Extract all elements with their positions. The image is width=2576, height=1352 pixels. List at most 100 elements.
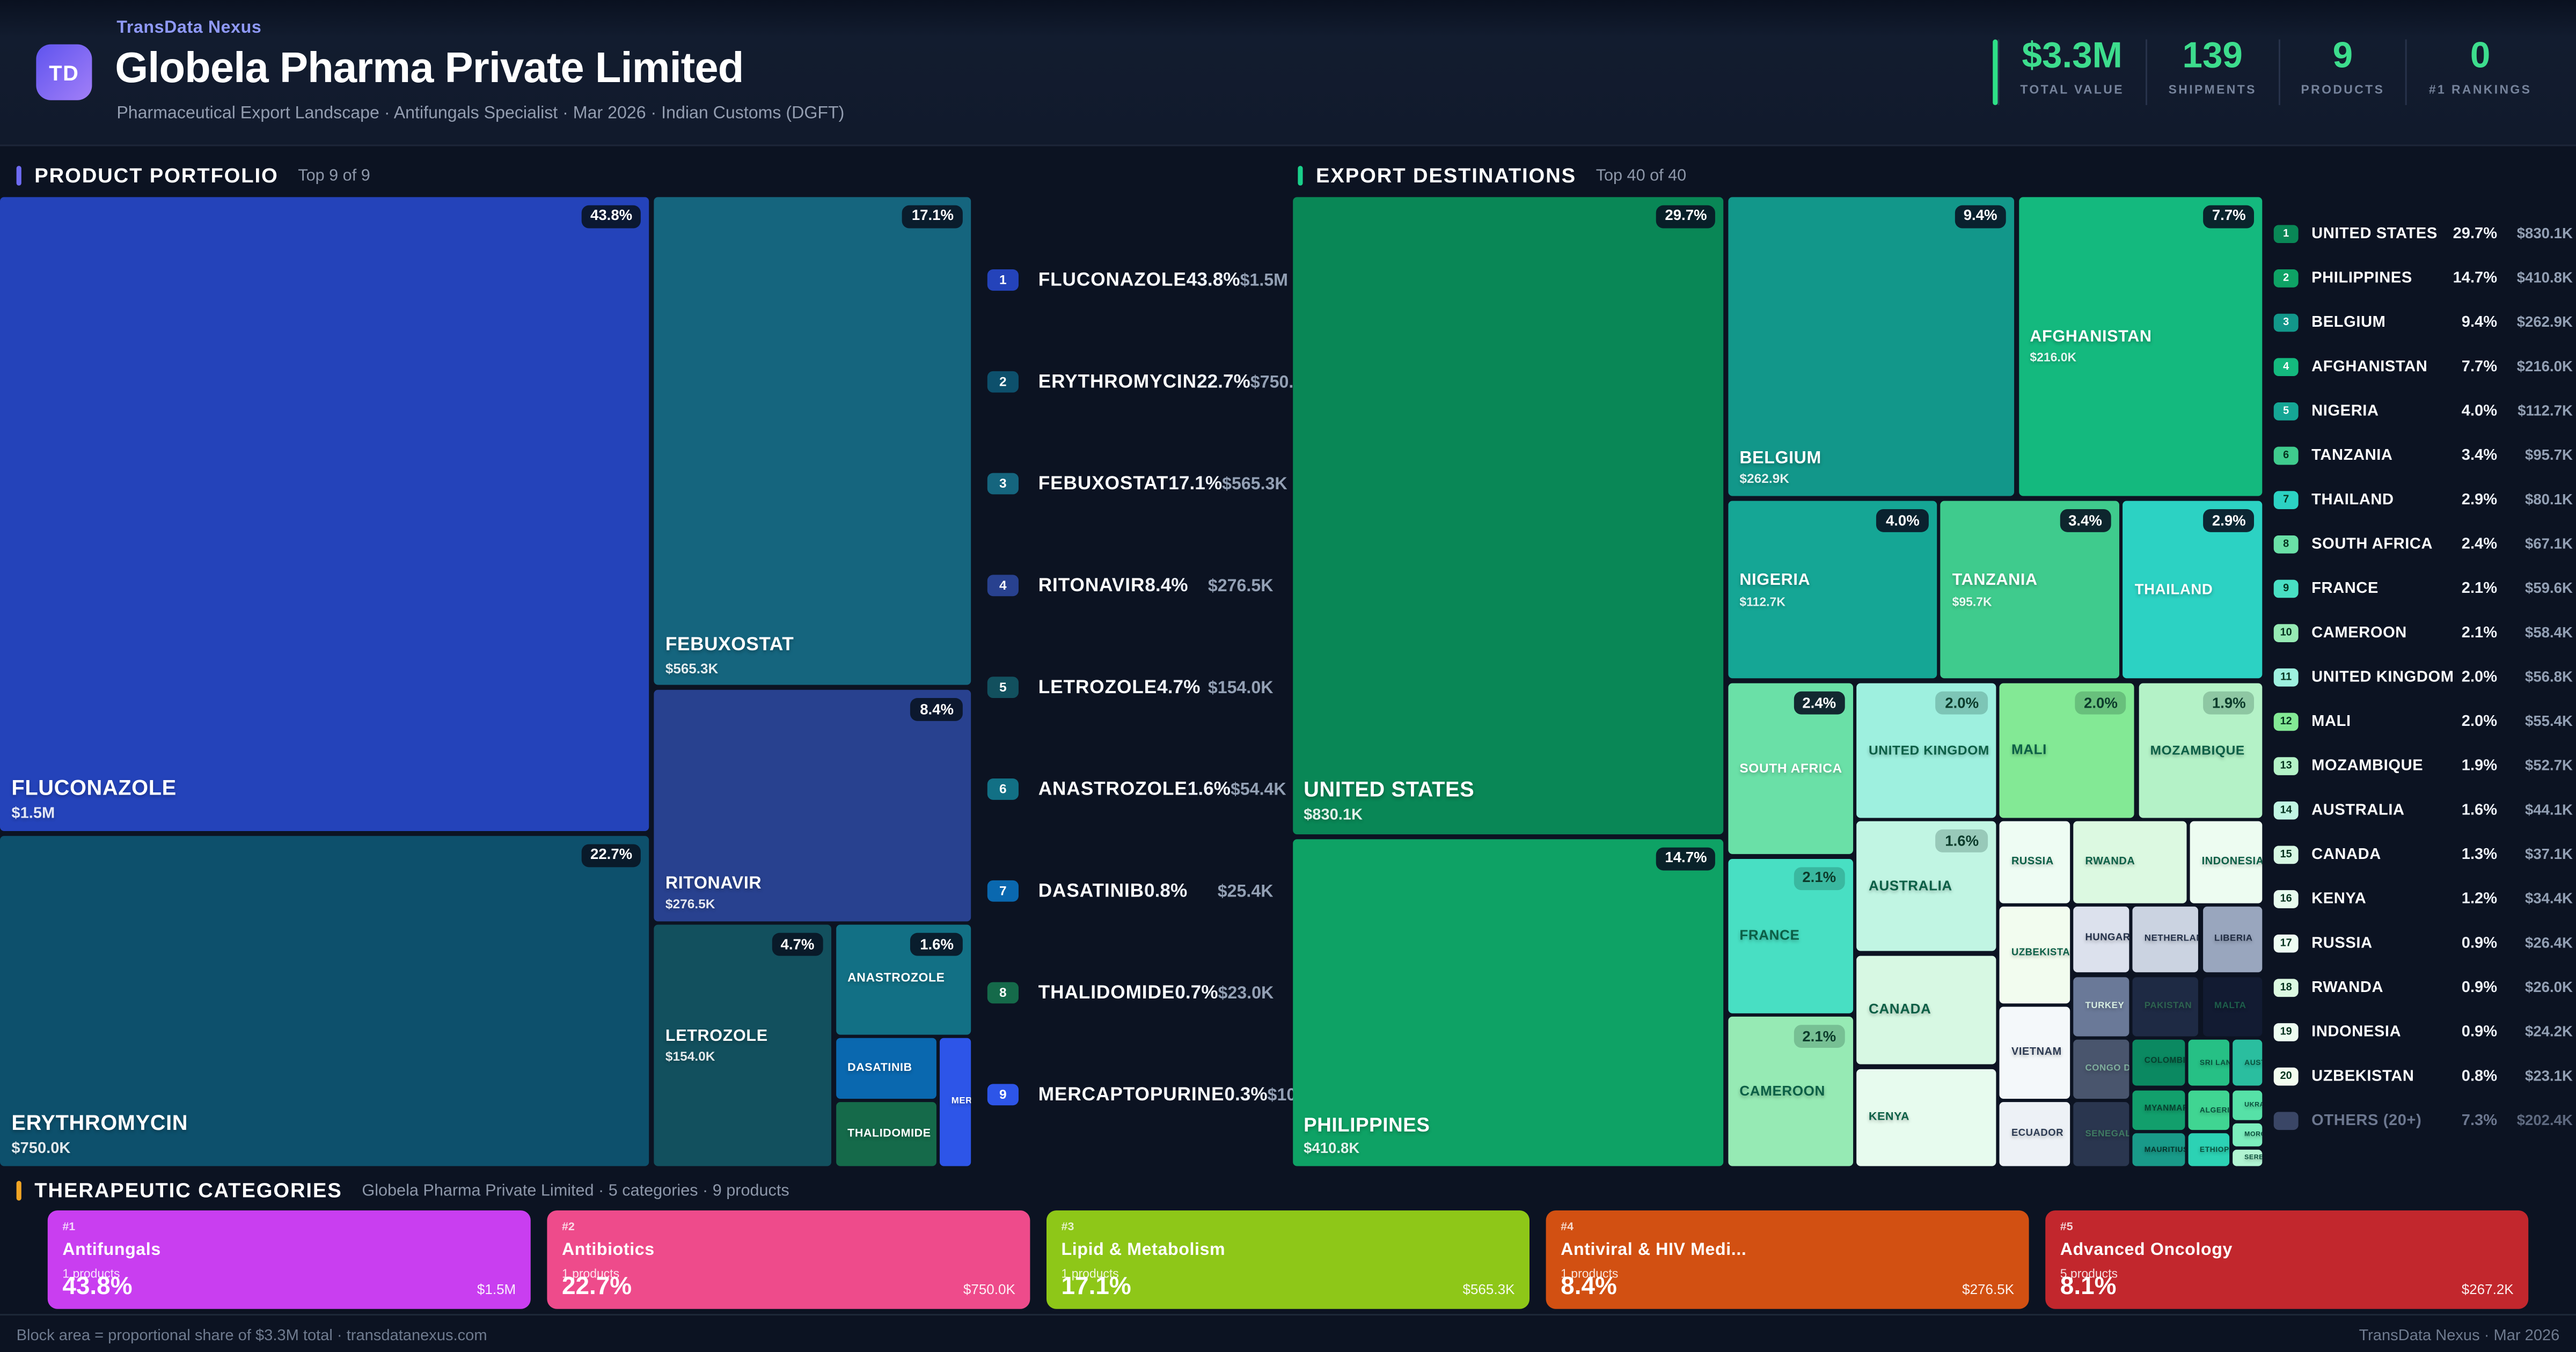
- share-badge: 43.8%: [581, 204, 642, 227]
- treemap-block-nigeria[interactable]: 4.0% NIGERIA $112.7K: [1728, 501, 1937, 679]
- list-row-south-africa[interactable]: 8 SOUTH AFRICA 2.4% $67.1K: [2267, 521, 2576, 566]
- treemap-block-fluconazole[interactable]: 43.8% FLUCONAZOLE $1.5M: [0, 196, 650, 831]
- list-row-cameroon[interactable]: 10 CAMEROON 2.1% $58.4K: [2267, 610, 2576, 655]
- treemap-block-rwanda[interactable]: RWANDA: [2074, 821, 2186, 903]
- row-share: 7.7%: [2461, 357, 2498, 376]
- treemap-block-algeria[interactable]: ALGERIA: [2188, 1090, 2229, 1130]
- treemap-block-ethiopia[interactable]: ETHIOPIA: [2188, 1134, 2229, 1167]
- treemap-block-colombia[interactable]: COLOMBIA: [2133, 1039, 2185, 1086]
- list-row-fluconazole[interactable]: 1 FLUCONAZOLE 43.8% $1.5M: [976, 229, 1288, 331]
- treemap-block-netherlands[interactable]: NETHERLANDS: [2133, 907, 2199, 973]
- treemap-block-sri-lanka[interactable]: SRI LANKA: [2188, 1039, 2229, 1086]
- list-row-others-20[interactable]: OTHERS (20+) 7.3% $202.4K: [2267, 1098, 2576, 1142]
- share-badge: 2.9%: [2203, 509, 2255, 533]
- list-row-ritonavir[interactable]: 4 RITONAVIR 8.4% $276.5K: [976, 534, 1283, 636]
- treemap-block-mali[interactable]: 2.0% MALI: [2000, 683, 2135, 818]
- list-row-indonesia[interactable]: 19 INDONESIA 0.9% $24.2K: [2267, 1009, 2576, 1054]
- treemap-block-malta[interactable]: MALTA: [2202, 976, 2263, 1036]
- treemap-block-turkey[interactable]: TURKEY: [2074, 976, 2129, 1036]
- block-name: AFGHANISTAN: [2030, 328, 2152, 347]
- list-row-united-kingdom[interactable]: 11 UNITED KINGDOM 2.0% $56.8K: [2267, 655, 2576, 699]
- treemap-block-indonesia[interactable]: INDONESIA: [2190, 821, 2263, 903]
- treemap-block-serbia[interactable]: SERBIA: [2233, 1150, 2263, 1167]
- list-row-philippines[interactable]: 2 PHILIPPINES 14.7% $410.8K: [2267, 255, 2576, 300]
- rank-badge: 17: [2273, 934, 2299, 952]
- stat-value: 139: [2182, 34, 2243, 76]
- rank-badge: 4: [987, 574, 1019, 597]
- list-row-united-states[interactable]: 1 UNITED STATES 29.7% $830.1K: [2267, 211, 2576, 255]
- list-row-afghanistan[interactable]: 4 AFGHANISTAN 7.7% $216.0K: [2267, 344, 2576, 388]
- treemap-block-south-africa[interactable]: 2.4% SOUTH AFRICA: [1728, 683, 1854, 855]
- list-row-anastrozole[interactable]: 6 ANASTROZOLE 1.6% $54.4K: [976, 738, 1286, 840]
- treemap-block-myanmar[interactable]: MYANMAR: [2133, 1090, 2185, 1130]
- treemap-block-ukraine[interactable]: UKRAINE: [2233, 1090, 2263, 1121]
- list-row-thailand[interactable]: 7 THAILAND 2.9% $80.1K: [2267, 477, 2576, 521]
- treemap-block-uzbekistan[interactable]: UZBEKISTAN: [2000, 907, 2070, 1003]
- treemap-block-letrozole[interactable]: 4.7% LETROZOLE $154.0K: [654, 925, 832, 1167]
- list-row-canada[interactable]: 15 CANADA 1.3% $37.1K: [2267, 832, 2576, 877]
- treemap-block-united-kingdom[interactable]: 2.0% UNITED KINGDOM: [1857, 683, 1996, 818]
- row-value: $1.5M: [1240, 270, 1288, 290]
- row-share: 17.1%: [1168, 474, 1223, 494]
- list-row-belgium[interactable]: 3 BELGIUM 9.4% $262.9K: [2267, 300, 2576, 344]
- list-row-mali[interactable]: 12 MALI 2.0% $55.4K: [2267, 699, 2576, 744]
- treemap-block-united-states[interactable]: 29.7% UNITED STATES $830.1K: [1292, 196, 1724, 834]
- treemap-block-france[interactable]: 2.1% FRANCE: [1728, 858, 1854, 1013]
- list-row-russia[interactable]: 17 RUSSIA 0.9% $26.4K: [2267, 921, 2576, 965]
- list-row-kenya[interactable]: 16 KENYA 1.2% $34.4K: [2267, 876, 2576, 921]
- treemap-block-anastrozole[interactable]: 1.6% ANASTROZOLE: [836, 925, 971, 1034]
- treemap-block-belgium[interactable]: 9.4% BELGIUM $262.9K: [1728, 196, 2015, 496]
- block-name: ERYTHROMYCIN: [11, 1110, 188, 1135]
- treemap-block-philippines[interactable]: 14.7% PHILIPPINES $410.8K: [1292, 839, 1724, 1167]
- list-row-uzbekistan[interactable]: 20 UZBEKISTAN 0.8% $23.1K: [2267, 1054, 2576, 1098]
- block-label: MERCAPTOPURINE: [952, 1097, 971, 1107]
- treemap-block-austria[interactable]: AUSTRIA: [2233, 1039, 2263, 1086]
- treemap-block-erythromycin[interactable]: 22.7% ERYTHROMYCIN $750.0K: [0, 836, 650, 1167]
- list-row-rwanda[interactable]: 18 RWANDA 0.9% $26.0K: [2267, 965, 2576, 1009]
- treemap-block-russia[interactable]: RUSSIA: [2000, 821, 2070, 903]
- treemap-block-kenya[interactable]: KENYA: [1857, 1069, 1996, 1167]
- treemap-block-congo-dr[interactable]: CONGO DR: [2074, 1039, 2129, 1099]
- treemap-block-ecuador[interactable]: ECUADOR: [2000, 1101, 2070, 1167]
- block-label: UNITED KINGDOM: [1869, 743, 1991, 758]
- category-card-antifungals[interactable]: #1 Antifungals 1 products 43.8% $1.5M: [47, 1210, 531, 1309]
- category-card-lipid-metabolism[interactable]: #3 Lipid & Metabolism 1 products 17.1% $565.…: [1046, 1210, 1529, 1309]
- treemap-block-vietnam[interactable]: VIETNAM: [2000, 1006, 2070, 1098]
- treemap-block-cameroon[interactable]: 2.1% CAMEROON: [1728, 1017, 1854, 1167]
- list-row-febuxostat[interactable]: 3 FEBUXOSTAT 17.1% $565.3K: [976, 433, 1287, 535]
- treemap-block-tanzania[interactable]: 3.4% TANZANIA $95.7K: [1941, 501, 2120, 679]
- list-row-nigeria[interactable]: 5 NIGERIA 4.0% $112.7K: [2267, 388, 2576, 433]
- list-row-erythromycin[interactable]: 2 ERYTHROMYCIN 22.7% $750.0K: [976, 331, 1315, 433]
- treemap-block-mauritius[interactable]: MAURITIUS: [2133, 1134, 2185, 1167]
- treemap-block-mozambique[interactable]: 1.9% MOZAMBIQUE: [2139, 683, 2263, 818]
- rank-badge: 16: [2273, 889, 2299, 908]
- treemap-block-liberia[interactable]: LIBERIA: [2202, 907, 2263, 973]
- list-row-australia[interactable]: 14 AUSTRALIA 1.6% $44.1K: [2267, 788, 2576, 832]
- treemap-block-pakistan[interactable]: PAKISTAN: [2133, 976, 2199, 1036]
- treemap-block-dasatinib[interactable]: DASATINIB: [836, 1038, 936, 1099]
- treemap-block-thalidomide[interactable]: THALIDOMIDE: [836, 1103, 936, 1167]
- treemap-block-morocco[interactable]: MOROCCO: [2233, 1124, 2263, 1147]
- list-row-dasatinib[interactable]: 7 DASATINIB 0.8% $25.4K: [976, 840, 1283, 942]
- category-card-advanced-oncology[interactable]: #5 Advanced Oncology 5 products 8.1% $267.2K: [2045, 1210, 2529, 1309]
- rank-badge: 19: [2273, 1022, 2299, 1041]
- list-row-france[interactable]: 9 FRANCE 2.1% $59.6K: [2267, 566, 2576, 611]
- treemap-block-senegal[interactable]: SENEGAL: [2074, 1103, 2129, 1167]
- block-value: $95.7K: [1952, 594, 1992, 609]
- treemap-block-ritonavir[interactable]: 8.4% RITONAVIR $276.5K: [654, 690, 971, 922]
- treemap-block-afghanistan[interactable]: 7.7% AFGHANISTAN $216.0K: [2018, 196, 2263, 496]
- treemap-block-febuxostat[interactable]: 17.1% FEBUXOSTAT $565.3K: [654, 196, 971, 686]
- treemap-block-thailand[interactable]: 2.9% THAILAND: [2123, 501, 2263, 679]
- treemap-block-canada[interactable]: CANADA: [1857, 955, 1996, 1066]
- row-value: $56.8K: [2525, 668, 2573, 685]
- list-row-thalidomide[interactable]: 8 THALIDOMIDE 0.7% $23.0K: [976, 942, 1283, 1044]
- treemap-block-australia[interactable]: 1.6% AUSTRALIA: [1857, 821, 1996, 952]
- list-row-letrozole[interactable]: 5 LETROZOLE 4.7% $154.0K: [976, 636, 1283, 738]
- category-card-antiviral-hiv-medi[interactable]: #4 Antiviral & HIV Medi... 1 products 8.4% $…: [1546, 1210, 2029, 1309]
- list-row-mozambique[interactable]: 13 MOZAMBIQUE 1.9% $52.7K: [2267, 743, 2576, 788]
- list-row-tanzania[interactable]: 6 TANZANIA 3.4% $95.7K: [2267, 433, 2576, 477]
- category-card-antibiotics[interactable]: #2 Antibiotics 1 products 22.7% $750.0K: [547, 1210, 1030, 1309]
- treemap-block-hungary[interactable]: HUNGARY: [2074, 907, 2129, 973]
- treemap-block-mercaptopurine[interactable]: MERCAPTOPURINE: [940, 1038, 971, 1167]
